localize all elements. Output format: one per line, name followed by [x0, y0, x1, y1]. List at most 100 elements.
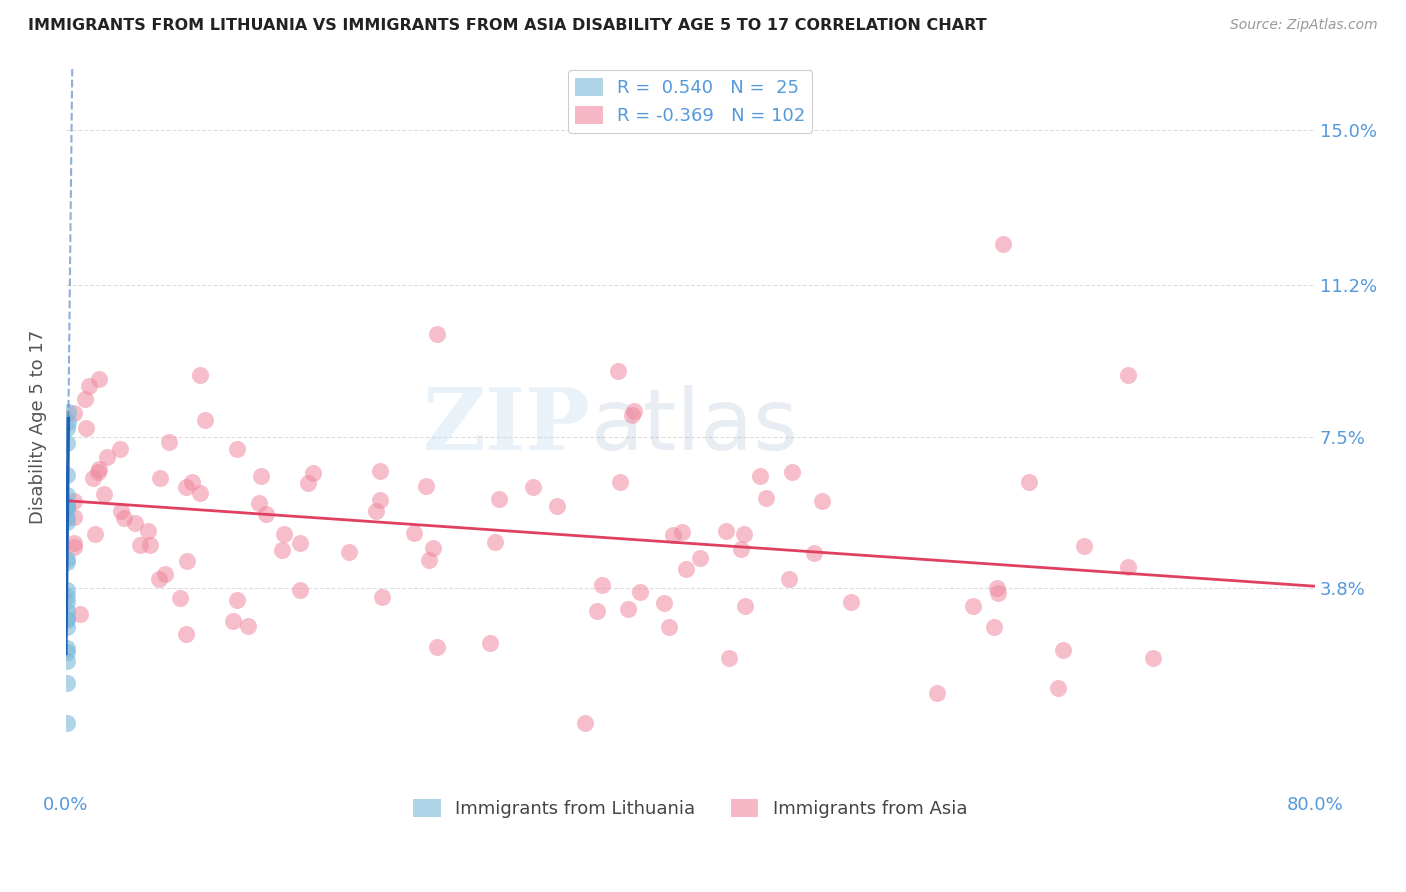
Point — [174, 480, 197, 494]
Point — [55, 604, 77, 618]
Point — [658, 620, 681, 634]
Point — [302, 467, 325, 481]
Text: IMMIGRANTS FROM LITHUANIA VS IMMIGRANTS FROM ASIA DISABILITY AGE 5 TO 17 CORRELA: IMMIGRANTS FROM LITHUANIA VS IMMIGRANTS … — [28, 18, 987, 33]
Point — [194, 413, 217, 427]
Point — [56, 415, 79, 429]
Point — [689, 551, 711, 566]
Point — [675, 562, 697, 576]
Point — [55, 595, 77, 609]
Point — [621, 408, 644, 422]
Point — [288, 583, 311, 598]
Point — [1018, 475, 1040, 489]
Point — [1116, 559, 1139, 574]
Point — [188, 368, 211, 382]
Point — [1052, 643, 1074, 657]
Point — [82, 471, 104, 485]
Point — [128, 538, 150, 552]
Point — [754, 491, 776, 506]
Point — [839, 595, 862, 609]
Text: ZIP: ZIP — [423, 384, 591, 468]
Point — [574, 716, 596, 731]
Point — [288, 536, 311, 550]
Point — [62, 406, 84, 420]
Point — [479, 636, 502, 650]
Point — [368, 493, 391, 508]
Point — [662, 528, 685, 542]
Point — [606, 364, 628, 378]
Point — [62, 493, 84, 508]
Point — [426, 640, 449, 655]
Point — [110, 504, 132, 518]
Point — [273, 527, 295, 541]
Point — [734, 599, 756, 614]
Point — [139, 538, 162, 552]
Point — [488, 491, 510, 506]
Point — [1073, 539, 1095, 553]
Point — [55, 654, 77, 668]
Point — [748, 468, 770, 483]
Point — [124, 516, 146, 530]
Point — [225, 592, 247, 607]
Point — [522, 480, 544, 494]
Point — [56, 582, 79, 597]
Point — [617, 601, 640, 615]
Y-axis label: Disability Age 5 to 17: Disability Age 5 to 17 — [30, 329, 46, 524]
Point — [157, 434, 180, 449]
Point — [55, 611, 77, 625]
Point — [62, 540, 84, 554]
Point — [426, 326, 449, 341]
Point — [803, 546, 825, 560]
Point — [55, 487, 77, 501]
Point — [55, 645, 77, 659]
Point — [925, 686, 948, 700]
Point — [962, 599, 984, 613]
Point — [780, 465, 803, 479]
Point — [55, 620, 77, 634]
Point — [55, 498, 77, 512]
Point — [1116, 368, 1139, 383]
Point — [368, 464, 391, 478]
Point — [58, 405, 80, 419]
Point — [422, 541, 444, 556]
Point — [714, 524, 737, 538]
Point — [56, 552, 79, 566]
Point — [55, 613, 77, 627]
Point — [62, 510, 84, 524]
Point — [415, 479, 437, 493]
Point — [136, 524, 159, 538]
Point — [174, 626, 197, 640]
Point — [75, 421, 97, 435]
Point — [148, 573, 170, 587]
Point — [987, 586, 1010, 600]
Point — [778, 572, 800, 586]
Point — [56, 499, 79, 513]
Point — [56, 555, 79, 569]
Point — [69, 607, 91, 622]
Point — [56, 716, 79, 731]
Point — [484, 535, 506, 549]
Point — [176, 554, 198, 568]
Point — [717, 651, 740, 665]
Point — [55, 421, 77, 435]
Point — [89, 371, 111, 385]
Point — [811, 493, 834, 508]
Point — [108, 442, 131, 456]
Point — [546, 499, 568, 513]
Point — [271, 543, 294, 558]
Point — [238, 619, 260, 633]
Point — [418, 553, 440, 567]
Point — [56, 467, 79, 482]
Point — [730, 542, 752, 557]
Text: Source: ZipAtlas.com: Source: ZipAtlas.com — [1230, 18, 1378, 32]
Point — [55, 589, 77, 603]
Point — [364, 504, 387, 518]
Point — [652, 596, 675, 610]
Point — [991, 237, 1014, 252]
Point — [73, 392, 96, 407]
Point — [55, 435, 77, 450]
Point — [402, 525, 425, 540]
Point — [87, 462, 110, 476]
Point — [247, 496, 270, 510]
Point — [79, 379, 101, 393]
Point — [55, 676, 77, 690]
